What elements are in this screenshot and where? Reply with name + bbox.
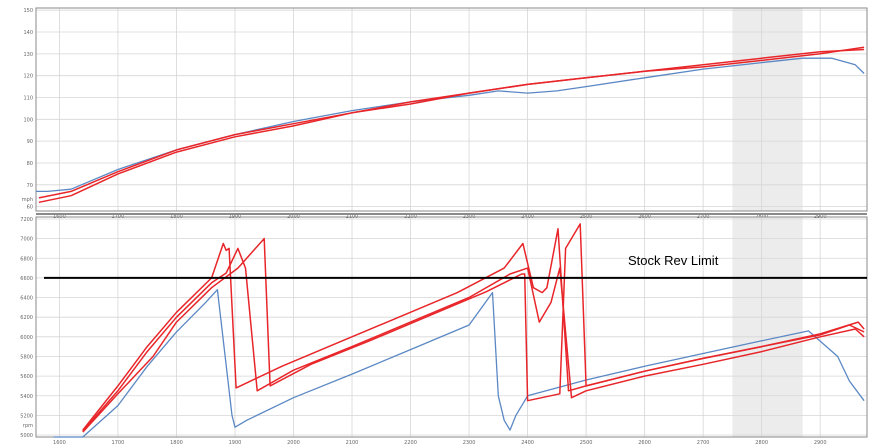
y-unit-label: mph [22,197,33,203]
y-tick-label: 5200 [20,413,33,419]
y-tick-label: 6000 [20,335,33,341]
series-line-red-1 [38,46,865,204]
y-tick-label: 100 [23,117,33,123]
x-tick-label: 2200 [404,440,417,446]
rev-limit-annotation: Stock Rev Limit [628,253,719,268]
x-tick-label: 1700 [112,440,125,446]
series-line-blue-0 [36,57,865,193]
y-tick-label: 90 [27,139,33,145]
panel-frame [35,216,868,438]
x-tick-label: 2600 [638,440,651,446]
y-tick-label: 150 [23,8,33,14]
x-tick-label: 2100 [346,440,359,446]
y-tick-label: 110 [23,95,33,101]
y-tick-label: 5600 [20,374,33,380]
series-line-red-2 [82,247,865,432]
y-tick-label: 130 [23,52,33,58]
x-tick-label: 2900 [814,440,827,446]
y-tick-label: 120 [23,74,33,80]
highlight-band [732,217,803,437]
x-tick-label: 1800 [170,440,183,446]
x-tick-label: 2400 [521,440,534,446]
series-line-red-2 [38,48,865,199]
y-unit-label: rpm [23,423,33,429]
panel-rpm: 5000 5200 5400 5600 5800 6000 6200 6400 6600 6800… [20,216,868,446]
y-tick-label: 140 [23,30,33,36]
y-tick-label: 7000 [20,237,33,243]
x-tick-label: 2000 [287,440,300,446]
y-tick-label: 6800 [20,256,33,262]
highlight-band [732,8,803,211]
series-line-blue-0 [53,289,865,438]
y-tick-label: 5400 [20,394,33,400]
series-line-red-3 [82,223,865,433]
x-tick-label: 1900 [229,440,242,446]
x-tick-label: 2800 [755,440,768,446]
x-tick-label: 1600 [53,440,66,446]
y-tick-label: 6200 [20,315,33,321]
x-tick-label: 2700 [697,440,710,446]
y-tick-label: 6600 [20,276,33,282]
y-tick-label: 7200 [20,217,33,223]
y-tick-label: 5800 [20,354,33,360]
x-tick-label: 2300 [463,440,476,446]
x-tick-label: 2500 [580,440,593,446]
y-tick-label: 6400 [20,296,33,302]
y-tick-label: 5000 [20,433,33,439]
y-tick-label: 80 [27,161,33,167]
y-tick-label: 70 [27,183,33,189]
y-tick-label: 60 [27,205,33,211]
chart-panels: 60 70 80 90 100 110 120 130 140 150 1600 1700 1800 19… [20,7,868,446]
panel-frame [35,7,868,212]
